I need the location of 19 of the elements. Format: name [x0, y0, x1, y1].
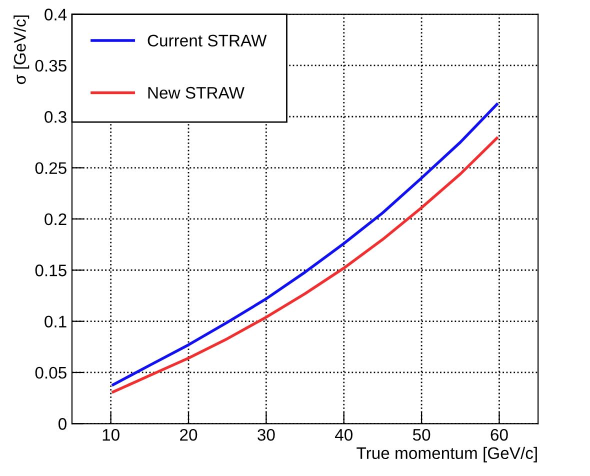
- y-tick-label: 0.2: [44, 213, 66, 226]
- legend-label: New STRAW: [148, 86, 244, 99]
- y-tick-label: 0.4: [44, 8, 67, 20]
- legend-label: Current STRAW: [148, 34, 267, 47]
- x-tick-label: 50: [412, 428, 430, 441]
- y-tick-label: 0.1: [44, 316, 66, 328]
- y-tick-label: 0.3: [44, 111, 66, 123]
- x-tick-label: 10: [102, 428, 120, 441]
- y-tick-label: 0.25: [35, 162, 66, 174]
- x-tick-label: 60: [490, 428, 508, 441]
- y-tick-label: 0.15: [35, 264, 66, 276]
- y-tick-label: 0: [58, 418, 66, 430]
- x-tick-label: 20: [180, 428, 198, 441]
- y-axis-title: σ [GeV/c]: [14, 15, 30, 84]
- x-axis-title: True momentum [GeV/c]: [356, 446, 537, 462]
- x-tick-label: 40: [334, 428, 352, 441]
- y-tick-label: 0.05: [35, 366, 66, 379]
- y-tick-label: 0.35: [35, 60, 66, 72]
- x-tick-label: 30: [258, 428, 275, 441]
